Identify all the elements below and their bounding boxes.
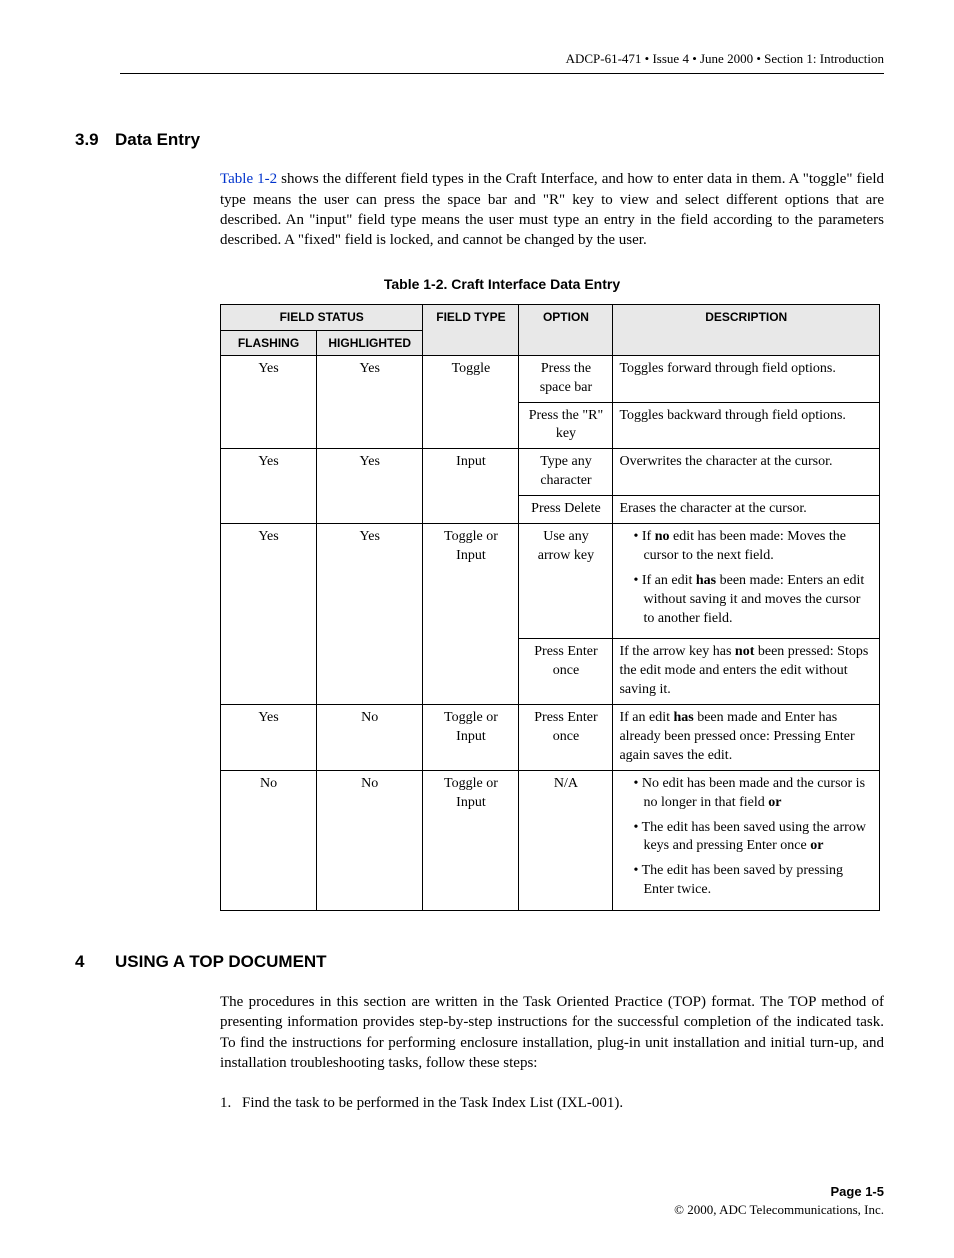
cell: If an edit has been made and Enter has a… xyxy=(613,705,880,771)
step-text: Find the task to be performed in the Tas… xyxy=(242,1095,623,1111)
cell: No xyxy=(221,770,317,910)
cell: Toggle xyxy=(423,355,519,449)
section-4-heading: 4USING A TOP DOCUMENT xyxy=(75,951,884,974)
running-header: ADCP-61-471 • Issue 4 • June 2000 • Sect… xyxy=(120,50,884,74)
cell: Toggles backward through field options. xyxy=(613,402,880,449)
section-title: Data Entry xyxy=(115,130,200,149)
cell: Input xyxy=(423,449,519,524)
step-number: 1. xyxy=(220,1093,242,1113)
section-3-9-heading: 3.9Data Entry xyxy=(75,129,884,152)
table-row: Yes Yes Input Type any character Overwri… xyxy=(221,449,880,496)
cell: Toggle or Input xyxy=(423,770,519,910)
cell: Press Enter once xyxy=(519,705,613,771)
col-field-status: FIELD STATUS xyxy=(221,305,423,330)
section-3-9-paragraph: Table 1-2 shows the different field type… xyxy=(220,169,884,250)
cell: No xyxy=(317,770,423,910)
cell: Overwrites the character at the cursor. xyxy=(613,449,880,496)
table-row: Yes Yes Toggle Press the space bar Toggl… xyxy=(221,355,880,402)
col-flashing: FLASHING xyxy=(221,330,317,355)
craft-interface-table: FIELD STATUS FIELD TYPE OPTION DESCRIPTI… xyxy=(220,304,880,911)
page-footer: Page 1-5 © 2000, ADC Telecommunications,… xyxy=(120,1183,884,1218)
cell: No edit has been made and the cursor is … xyxy=(613,770,880,910)
cell: Type any character xyxy=(519,449,613,496)
copyright: © 2000, ADC Telecommunications, Inc. xyxy=(120,1201,884,1219)
cell: No xyxy=(317,705,423,771)
cell: Yes xyxy=(317,449,423,524)
section-title: USING A TOP DOCUMENT xyxy=(115,952,327,971)
cell: Erases the character at the cursor. xyxy=(613,496,880,524)
table-caption: Table 1-2. Craft Interface Data Entry xyxy=(120,275,884,294)
section-4-paragraph: The procedures in this section are writt… xyxy=(220,992,884,1073)
cell: Toggle or Input xyxy=(423,705,519,771)
section-number: 3.9 xyxy=(75,129,115,152)
table-1-2-link[interactable]: Table 1-2 xyxy=(220,171,277,187)
paragraph-text: shows the different field types in the C… xyxy=(220,171,884,248)
cell: Press the "R" key xyxy=(519,402,613,449)
cell: Toggles forward through field options. xyxy=(613,355,880,402)
cell: Press the space bar xyxy=(519,355,613,402)
cell: Yes xyxy=(221,523,317,704)
table-row: Yes Yes Toggle or Input Use any arrow ke… xyxy=(221,523,880,638)
cell: Yes xyxy=(317,523,423,704)
col-field-type: FIELD TYPE xyxy=(423,305,519,355)
cell: Yes xyxy=(317,355,423,449)
page-number: Page 1-5 xyxy=(120,1183,884,1201)
section-number: 4 xyxy=(75,951,115,974)
cell: Toggle or Input xyxy=(423,523,519,704)
col-option: OPTION xyxy=(519,305,613,355)
table-row: No No Toggle or Input N/A No edit has be… xyxy=(221,770,880,910)
table-row: Yes No Toggle or Input Press Enter once … xyxy=(221,705,880,771)
col-description: DESCRIPTION xyxy=(613,305,880,355)
cell: Use any arrow key xyxy=(519,523,613,638)
cell: If no edit has been made: Moves the curs… xyxy=(613,523,880,638)
col-highlighted: HIGHLIGHTED xyxy=(317,330,423,355)
cell: N/A xyxy=(519,770,613,910)
cell: Yes xyxy=(221,355,317,449)
step-1: 1.Find the task to be performed in the T… xyxy=(220,1093,884,1113)
cell: Yes xyxy=(221,705,317,771)
cell: Press Delete xyxy=(519,496,613,524)
cell: If the arrow key has not been pressed: S… xyxy=(613,639,880,705)
cell: Yes xyxy=(221,449,317,524)
cell: Press Enter once xyxy=(519,639,613,705)
